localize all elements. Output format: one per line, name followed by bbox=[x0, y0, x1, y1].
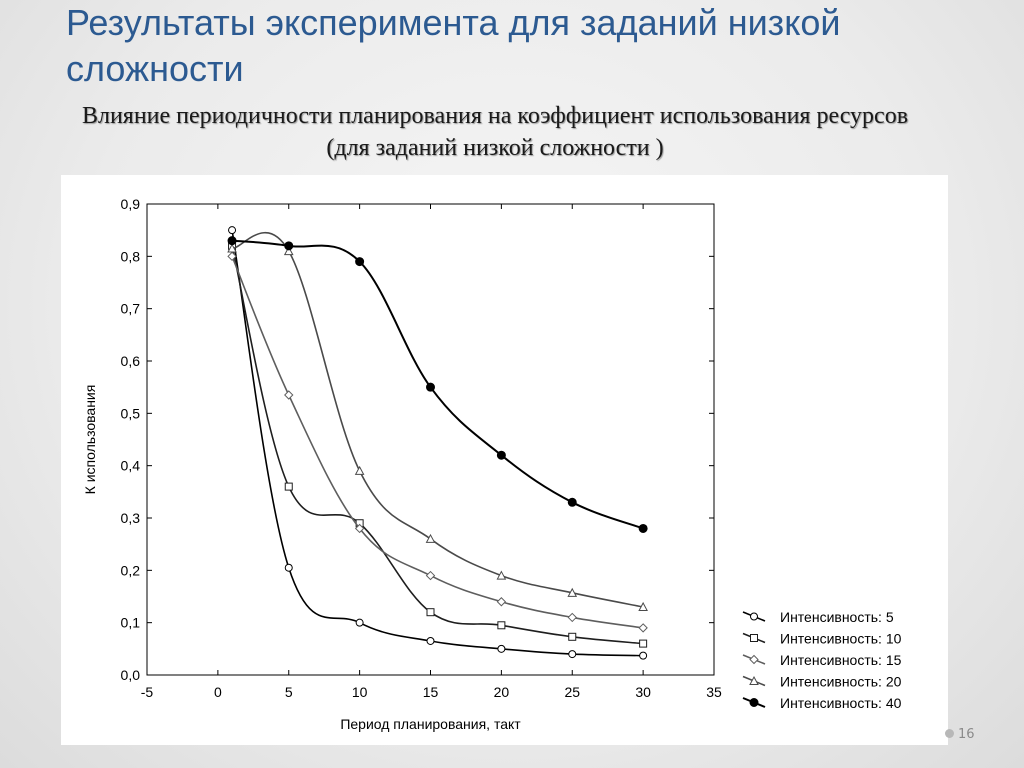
data-point-series-5 bbox=[426, 382, 435, 392]
series-line-5 bbox=[231, 239, 644, 530]
series-line-2 bbox=[231, 245, 644, 645]
y-axis-label: К использования bbox=[82, 385, 98, 495]
data-point-series-1 bbox=[355, 618, 364, 627]
x-tick-label: 30 bbox=[635, 684, 651, 700]
data-point-series-4 bbox=[567, 587, 578, 597]
data-point-series-4 bbox=[354, 465, 365, 475]
x-tick-label: 15 bbox=[423, 684, 439, 700]
y-tick-label: 0,1 bbox=[121, 615, 141, 631]
data-point-series-4 bbox=[638, 601, 648, 611]
legend-marker-4 bbox=[749, 675, 759, 685]
chart-panel: 0,0 0,1 0,2 0,3 0,4 0,5 0,6 0,7 0,8 0,9 -5 0 5 10 15 20… bbox=[61, 175, 948, 745]
data-point-series-1 bbox=[639, 651, 648, 660]
y-tick-label: 0,8 bbox=[121, 248, 141, 264]
data-point-series-2 bbox=[568, 632, 577, 641]
y-tick-label: 0,4 bbox=[121, 458, 141, 474]
data-point-series-5 bbox=[355, 257, 365, 267]
data-point-series-5 bbox=[567, 497, 577, 507]
legend-marker-1 bbox=[750, 612, 758, 621]
data-point-series-3 bbox=[638, 623, 648, 633]
data-point-series-5 bbox=[638, 523, 648, 533]
data-point-series-1 bbox=[228, 226, 237, 235]
data-point-series-4 bbox=[496, 570, 507, 580]
data-point-series-5 bbox=[227, 236, 237, 246]
x-tick-label: 25 bbox=[564, 684, 580, 700]
data-point-series-4 bbox=[227, 243, 237, 253]
data-point-series-2 bbox=[639, 639, 648, 648]
data-point-series-4 bbox=[425, 533, 436, 543]
data-point-series-3 bbox=[354, 523, 365, 534]
series-line-4 bbox=[231, 231, 644, 608]
line-chart: 0,0 0,1 0,2 0,3 0,4 0,5 0,6 0,7 0,8 0,9 -5 0 5 10 15 20… bbox=[82, 196, 902, 732]
data-point-series-3 bbox=[496, 597, 507, 607]
data-point-series-1 bbox=[426, 636, 435, 645]
x-tick-label: 35 bbox=[706, 684, 722, 700]
legend-label-2: Интенсивность: 10 bbox=[780, 631, 902, 647]
x-tick-label: 5 bbox=[285, 684, 293, 700]
legend-marker-2 bbox=[750, 634, 758, 642]
x-axis-label: Период планирования, такт bbox=[340, 716, 521, 732]
data-point-series-5 bbox=[284, 241, 294, 251]
legend-label-3: Интенсивность: 15 bbox=[780, 652, 902, 668]
legend-marker-5 bbox=[749, 698, 759, 707]
data-point-series-2 bbox=[284, 482, 293, 491]
y-tick-label: 0,6 bbox=[121, 353, 141, 369]
y-tick-label: 0,0 bbox=[121, 667, 141, 683]
slide-title: Результаты эксперимента для заданий низк… bbox=[66, 2, 841, 89]
data-point-series-1 bbox=[497, 644, 506, 653]
data-point-series-5 bbox=[496, 450, 506, 460]
data-point-series-4 bbox=[283, 246, 294, 256]
y-tick-label: 0,5 bbox=[121, 405, 141, 421]
legend-marker-3 bbox=[749, 654, 759, 665]
y-tick-label: 0,7 bbox=[121, 301, 141, 317]
data-point-series-3 bbox=[284, 390, 294, 400]
legend-label-5: Интенсивность: 40 bbox=[780, 695, 902, 711]
slide-number: 16 bbox=[958, 727, 975, 742]
slide-number-dot bbox=[945, 729, 954, 738]
series-line-3 bbox=[231, 256, 644, 629]
data-point-series-2 bbox=[497, 621, 506, 630]
legend-label-1: Интенсивность: 5 bbox=[780, 609, 894, 625]
x-tick-label: 10 bbox=[352, 684, 368, 700]
data-point-series-3 bbox=[425, 570, 436, 581]
series-line-1 bbox=[231, 230, 644, 657]
y-tick-label: 0,9 bbox=[121, 196, 141, 212]
data-point-series-2 bbox=[426, 608, 435, 617]
data-point-series-3 bbox=[567, 612, 577, 623]
chart-subtitle: Влияние периодичности планирования на ко… bbox=[81, 103, 909, 161]
data-point-series-1 bbox=[284, 563, 293, 572]
x-tick-label: 20 bbox=[494, 684, 510, 700]
legend-label-4: Интенсивность: 20 bbox=[780, 674, 902, 690]
y-tick-label: 0,3 bbox=[121, 510, 141, 526]
y-tick-label: 0,2 bbox=[121, 562, 141, 578]
x-tick-label: -5 bbox=[141, 684, 154, 700]
data-point-series-3 bbox=[227, 251, 237, 262]
x-tick-label: 0 bbox=[214, 684, 222, 700]
data-point-series-1 bbox=[568, 650, 577, 659]
